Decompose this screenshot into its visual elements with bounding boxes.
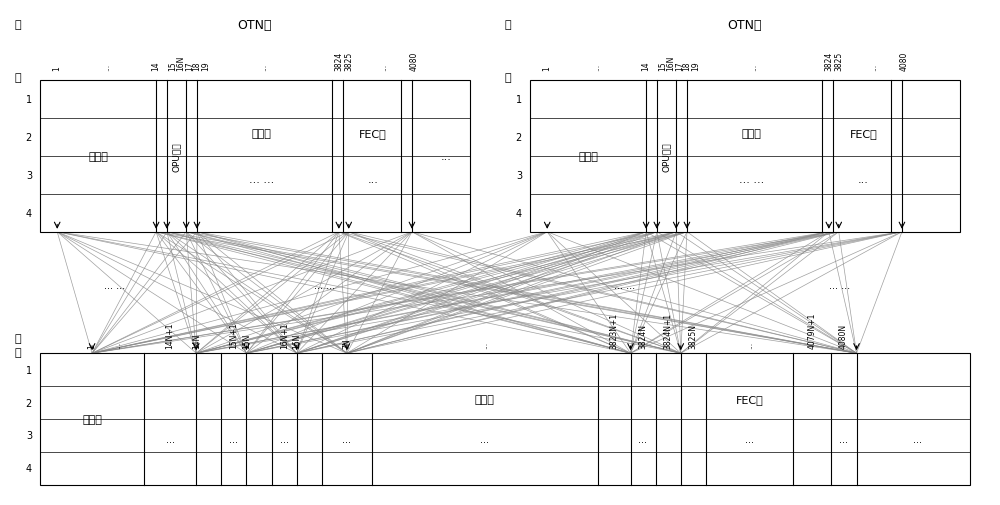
Text: ...: ...: [913, 434, 922, 444]
Text: 开销区: 开销区: [88, 152, 108, 162]
Text: ...: ...: [745, 434, 754, 444]
Text: OPU开销: OPU开销: [662, 142, 671, 171]
Text: ...: ...: [259, 64, 268, 71]
Bar: [40, 81, 470, 232]
Text: 3: 3: [26, 431, 32, 440]
Text: 净荷区: 净荷区: [742, 129, 761, 139]
Text: FEC区: FEC区: [736, 394, 763, 405]
Text: 4: 4: [516, 209, 522, 218]
Text: ...: ...: [839, 434, 848, 444]
Text: 开销区: 开销区: [578, 152, 598, 162]
Text: 3: 3: [516, 171, 522, 180]
Text: ... ...: ... ...: [104, 280, 126, 290]
Text: 列: 列: [15, 20, 21, 30]
Text: 2: 2: [516, 133, 522, 142]
Text: 净荷区: 净荷区: [475, 394, 494, 405]
Text: 18: 18: [192, 61, 201, 71]
Text: 1: 1: [53, 66, 62, 71]
Text: 15: 15: [658, 61, 667, 71]
Text: 19: 19: [201, 61, 210, 71]
Text: 1: 1: [88, 344, 97, 348]
Text: 净荷区: 净荷区: [252, 129, 271, 139]
Text: 3823N+1: 3823N+1: [609, 313, 618, 348]
Text: ... ...: ... ...: [249, 174, 274, 184]
Text: 4080: 4080: [410, 52, 419, 71]
Text: 17: 17: [675, 61, 684, 71]
Text: ...: ...: [749, 64, 758, 71]
Text: ...: ...: [870, 64, 879, 71]
Text: 14: 14: [641, 61, 650, 71]
Text: 4080N: 4080N: [839, 323, 848, 348]
Text: ...: ...: [638, 434, 647, 444]
Text: 3825: 3825: [344, 52, 353, 71]
Text: ...: ...: [480, 341, 489, 348]
Text: 16N: 16N: [177, 56, 186, 71]
Bar: [530, 81, 960, 232]
Text: 14N: 14N: [192, 333, 201, 348]
Text: 3824: 3824: [334, 52, 343, 71]
Text: 15: 15: [168, 61, 177, 71]
Text: 4: 4: [26, 464, 32, 473]
Text: OTN帧: OTN帧: [238, 19, 272, 32]
Text: 3824: 3824: [824, 52, 833, 71]
Text: ...: ...: [480, 434, 489, 444]
Bar: [40, 354, 970, 485]
Text: 7N: 7N: [342, 338, 351, 348]
Text: 16N: 16N: [667, 56, 676, 71]
Text: ...: ...: [592, 64, 601, 71]
Text: 1: 1: [26, 365, 32, 375]
Text: ...: ...: [380, 64, 388, 71]
Text: 列: 列: [15, 333, 21, 343]
Text: 3: 3: [26, 171, 32, 180]
Text: 行: 行: [505, 73, 511, 83]
Text: 14: 14: [151, 61, 160, 71]
Text: 1: 1: [26, 95, 32, 105]
Text: 3824N+1: 3824N+1: [663, 313, 672, 348]
Text: ...: ...: [280, 434, 289, 444]
Text: ...: ...: [342, 434, 351, 444]
Text: ...: ...: [441, 152, 452, 162]
Text: ... ...: ... ...: [614, 280, 636, 290]
Text: 行: 行: [15, 73, 21, 83]
Text: 16N+1: 16N+1: [280, 322, 289, 348]
Text: 14N+1: 14N+1: [166, 322, 175, 348]
Text: 15N+1: 15N+1: [229, 322, 238, 348]
Text: 3825N: 3825N: [688, 324, 697, 348]
Text: FEC区: FEC区: [849, 129, 877, 139]
Text: ...: ...: [368, 174, 379, 184]
Text: 4: 4: [26, 209, 32, 218]
Text: ...: ...: [102, 64, 111, 71]
Text: 15N: 15N: [242, 333, 251, 348]
Text: 19: 19: [691, 61, 700, 71]
Text: OPU开销: OPU开销: [172, 142, 181, 171]
Text: ...: ...: [745, 341, 754, 348]
Text: 1: 1: [543, 66, 552, 71]
Text: ...: ...: [858, 174, 869, 184]
Text: 2: 2: [26, 398, 32, 408]
Text: ...: ...: [114, 341, 123, 348]
Text: 4080: 4080: [900, 52, 909, 71]
Text: OTN帧: OTN帧: [728, 19, 762, 32]
Text: 2: 2: [26, 133, 32, 142]
Text: 3825: 3825: [834, 52, 843, 71]
Text: 18: 18: [682, 61, 691, 71]
Text: ... ...: ... ...: [829, 280, 851, 290]
Text: 行: 行: [15, 347, 21, 357]
Text: 17: 17: [185, 61, 194, 71]
Text: 列: 列: [505, 20, 511, 30]
Text: ... ...: ... ...: [739, 174, 764, 184]
Text: 3824N: 3824N: [638, 324, 647, 348]
Text: FEC区: FEC区: [359, 129, 387, 139]
Text: 16N: 16N: [292, 333, 301, 348]
Text: 开销区: 开销区: [82, 414, 102, 424]
Text: 1: 1: [516, 95, 522, 105]
Text: ...: ...: [166, 434, 175, 444]
Text: ... ...: ... ...: [314, 280, 336, 290]
Text: 4079N+1: 4079N+1: [807, 312, 816, 348]
Text: ...: ...: [229, 434, 238, 444]
